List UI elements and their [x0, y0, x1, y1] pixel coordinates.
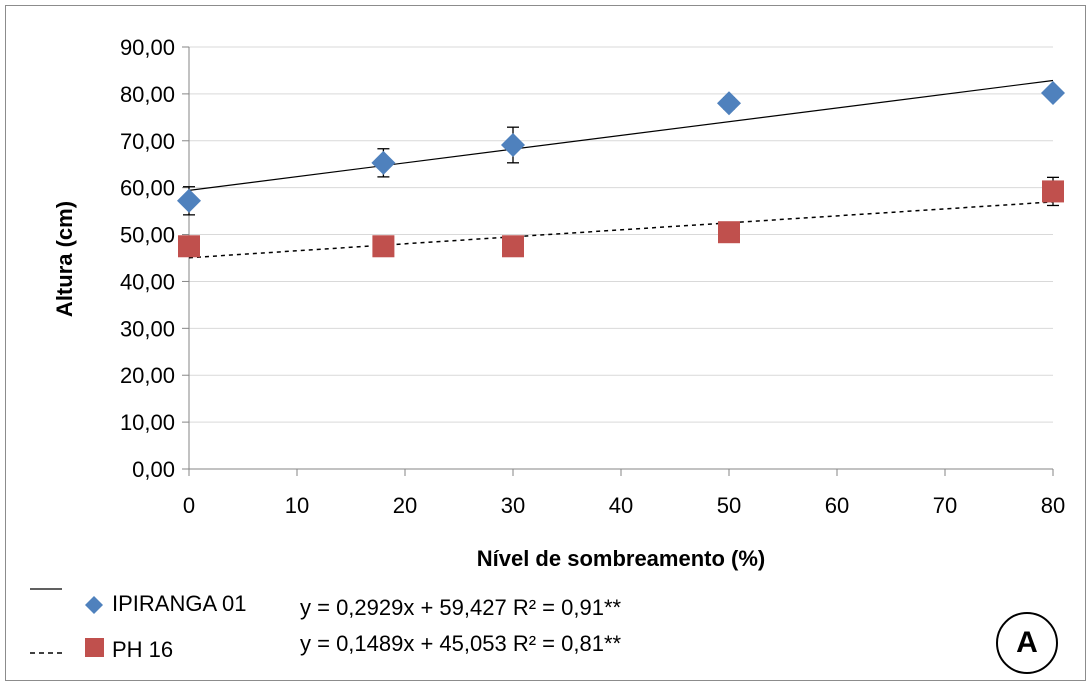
x-tick-label: 20: [393, 493, 417, 518]
y-tick-label: 60,00: [120, 176, 175, 201]
data-point-square: [372, 235, 395, 258]
y-tick-label: 20,00: [120, 363, 175, 388]
x-tick-label: 40: [609, 493, 633, 518]
data-point-diamond: [177, 188, 201, 213]
x-tick-label: 80: [1041, 493, 1065, 518]
legend-equation-ipiranga: y = 0,2929x + 59,427 R² = 0,91**: [300, 595, 622, 620]
legend-symbols: [30, 638, 104, 657]
y-tick-label: 10,00: [120, 410, 175, 435]
data-point-square: [502, 235, 524, 258]
y-axis-title: Altura (cm): [52, 201, 77, 317]
data-point-square: [718, 221, 740, 244]
axes: [182, 46, 1054, 476]
y-tick-label: 50,00: [120, 223, 175, 248]
legend: IPIRANGA 01 y = 0,2929x + 59,427 R² = 0,…: [30, 580, 790, 680]
panel-label-badge: A: [996, 612, 1058, 674]
x-tick-label: 0: [183, 493, 195, 518]
x-tick-label: 60: [825, 493, 849, 518]
gridlines: [189, 46, 1053, 470]
legend-marker-square: [85, 638, 104, 657]
x-tick-label: 10: [285, 493, 309, 518]
y-tick-label: 0,00: [132, 457, 175, 482]
chart-frame: [5, 5, 1086, 681]
data-point-square: [1042, 180, 1064, 203]
y-tick-label: 80,00: [120, 82, 175, 107]
data-point-diamond: [1041, 80, 1065, 105]
x-tick-label: 30: [501, 493, 525, 518]
legend-label-ph16: PH 16: [112, 637, 174, 662]
data-marks: [177, 80, 1065, 258]
y-tick-label: 90,00: [120, 35, 175, 60]
legend-symbols: [30, 588, 103, 614]
tick-labels: 0,00 10,00 20,00 30,00 40,00 50,00 60,00 70,00 8…: [120, 35, 1065, 518]
legend-equation-ph16: y = 0,1489x + 45,053 R² = 0,81**: [300, 631, 622, 656]
trendline: [188, 201, 1054, 259]
trendline: [188, 79, 1054, 191]
trendlines: [188, 79, 1054, 259]
x-tick-label: 50: [717, 493, 741, 518]
legend-label-ipiranga: IPIRANGA 01: [112, 591, 247, 616]
y-tick-label: 70,00: [120, 129, 175, 154]
y-tick-label: 30,00: [120, 316, 175, 341]
x-tick-label: 70: [933, 493, 957, 518]
x-axis-title: Nível de sombreamento (%): [477, 546, 766, 571]
data-point-diamond: [501, 132, 525, 157]
legend-marker-diamond: [85, 596, 103, 614]
data-point-diamond: [371, 150, 396, 175]
y-tick-label: 40,00: [120, 269, 175, 294]
data-point-square: [178, 235, 200, 258]
data-point-diamond: [717, 91, 741, 116]
